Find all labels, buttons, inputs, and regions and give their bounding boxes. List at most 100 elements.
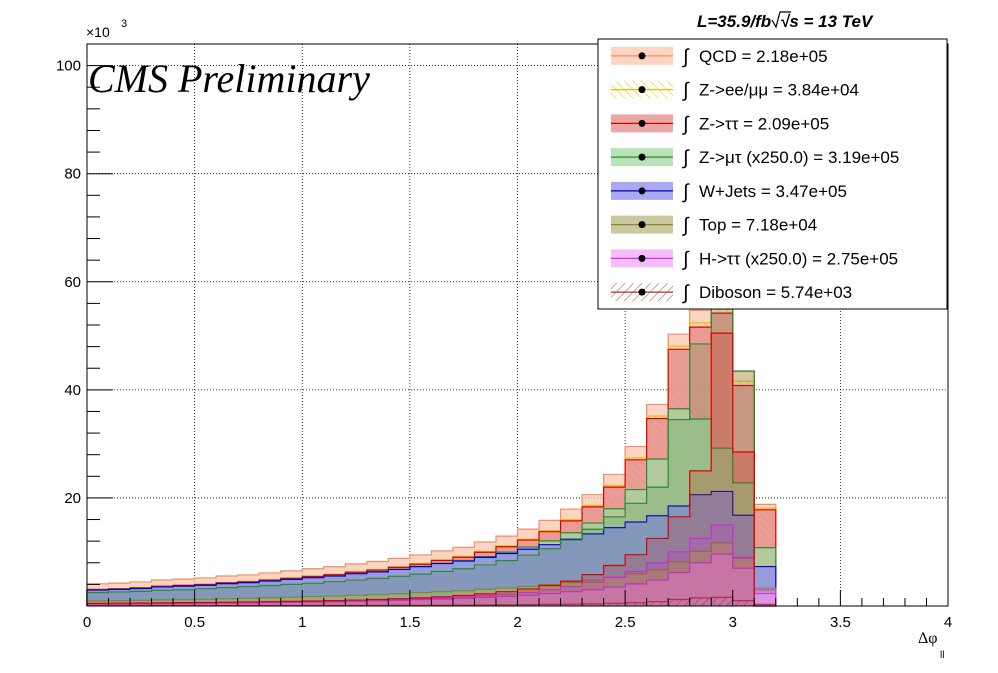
overlay-bin	[732, 557, 755, 606]
overlay-bin	[151, 603, 174, 606]
overlay-bin	[625, 571, 647, 606]
overlay-bin	[194, 588, 217, 606]
overlay-bin	[409, 597, 432, 606]
overlay-bin	[517, 588, 540, 606]
overlay-0	[86, 275, 776, 607]
x-tick-label: 1	[298, 614, 306, 631]
legend-label: Top = 7.18e+04	[699, 216, 817, 235]
histogram-bin	[495, 596, 518, 606]
y-tick-label: 80	[64, 166, 81, 183]
histogram-bin	[87, 604, 109, 606]
histogram-bin	[216, 603, 238, 606]
legend-entry: ∫ Diboson = 5.74e+03	[611, 282, 852, 304]
overlay-bin	[151, 602, 174, 606]
legend-marker	[638, 153, 646, 161]
legend-label: Z->ττ = 2.09e+05	[699, 114, 829, 133]
axes	[86, 43, 949, 607]
legend-entry: ∫ Top = 7.18e+04	[611, 215, 817, 237]
legend-entry: ∫ Z->ee/μμ = 3.84e+04	[611, 80, 859, 102]
overlay-bin	[108, 591, 131, 606]
overlay-bin	[754, 589, 776, 606]
overlay-bin	[474, 593, 496, 606]
overlay-bin	[259, 585, 281, 606]
overlay-bin	[689, 343, 712, 606]
histogram-bin	[323, 601, 346, 606]
overlay-bin	[388, 598, 410, 606]
overlay-bin	[452, 596, 475, 606]
histogram-bin	[732, 600, 755, 606]
x-axis-label-subscript: ll	[940, 650, 944, 661]
histogram-bin	[625, 602, 647, 606]
histogram-bin	[409, 599, 432, 606]
sqrt-icon	[771, 11, 791, 29]
overlay-bin	[237, 586, 260, 606]
histogram-bin	[668, 599, 690, 606]
histogram-bin	[237, 602, 260, 606]
overlay-bin	[194, 602, 217, 606]
overlay-bin	[130, 603, 152, 606]
overlay-bin	[732, 451, 755, 606]
histogram-bin	[668, 572, 690, 606]
overlay-bin	[259, 602, 281, 606]
legend-marker	[638, 52, 646, 60]
legend-entry: ∫ Z->μτ (x250.0) = 3.19e+05	[611, 147, 899, 169]
overlay-bin	[474, 595, 496, 606]
y-tick-label: 40	[64, 382, 81, 399]
legend-marker	[638, 86, 646, 94]
legend-label: H->ττ (x250.0) = 2.75e+05	[699, 249, 898, 268]
overlay-bin	[108, 603, 131, 606]
legend-marker	[638, 221, 646, 229]
histogram-bin	[366, 600, 389, 606]
legend-entry: ∫ H->ττ (x250.0) = 2.75e+05	[611, 248, 898, 270]
overlay-bin	[366, 600, 389, 606]
overlay-bin	[539, 589, 561, 606]
tick-labels: 0 0.5 1 1.5 2 2.5 3 3.5 4 20 40 60 80 100	[56, 58, 952, 631]
histogram-bin	[517, 595, 540, 606]
overlay-bin	[302, 583, 324, 606]
series-outline	[86, 490, 777, 606]
cms-preliminary-label: CMS Preliminary	[88, 56, 370, 101]
integral-icon: ∫	[682, 113, 690, 135]
overlay-bin	[130, 603, 152, 606]
overlay-bin	[560, 540, 583, 606]
overlay-bin	[517, 555, 540, 606]
overlay-bin	[216, 602, 238, 606]
overlay-bin	[711, 276, 733, 606]
overlay-bin	[689, 470, 712, 606]
overlay-bin	[323, 581, 346, 606]
histogram-bin	[754, 593, 776, 606]
overlay-bin	[431, 597, 453, 606]
legend-marker	[638, 254, 646, 262]
legend-marker	[638, 119, 646, 127]
overlay-bin	[495, 594, 518, 606]
integral-icon: ∫	[682, 215, 690, 237]
x-axis-label: Δφ	[918, 630, 938, 647]
energy-text: √s = 13 TeV	[780, 12, 874, 31]
overlay-bin	[237, 601, 260, 606]
overlay-bin	[711, 524, 733, 606]
integral-icon: ∫	[682, 147, 690, 169]
overlay-bin	[280, 601, 303, 606]
overlay-bin	[108, 603, 131, 606]
overlay-bin	[603, 516, 626, 606]
histogram-bin	[431, 598, 453, 606]
histogram-bin	[474, 597, 496, 606]
histogram-bin	[732, 568, 755, 606]
y-multiplier-exponent: 3	[121, 18, 127, 30]
legend-label: Z->ee/μμ = 3.84e+04	[699, 81, 859, 100]
legend-box	[597, 38, 948, 310]
histogram-bin	[151, 603, 174, 606]
lumi-label: L=35.9/fb	[697, 12, 771, 31]
overlay-bin	[173, 603, 195, 606]
histogram-bin	[130, 603, 152, 606]
integral-icon: ∫	[682, 248, 690, 270]
histogram-bin	[646, 580, 669, 606]
overlay-bin	[87, 603, 109, 606]
histogram-bin	[345, 601, 367, 606]
overlay-bin	[302, 601, 324, 606]
overlay-bin	[668, 551, 690, 606]
overlay-bin	[582, 582, 604, 606]
overlay-bin	[345, 600, 367, 606]
integral-icon: ∫	[682, 181, 690, 203]
